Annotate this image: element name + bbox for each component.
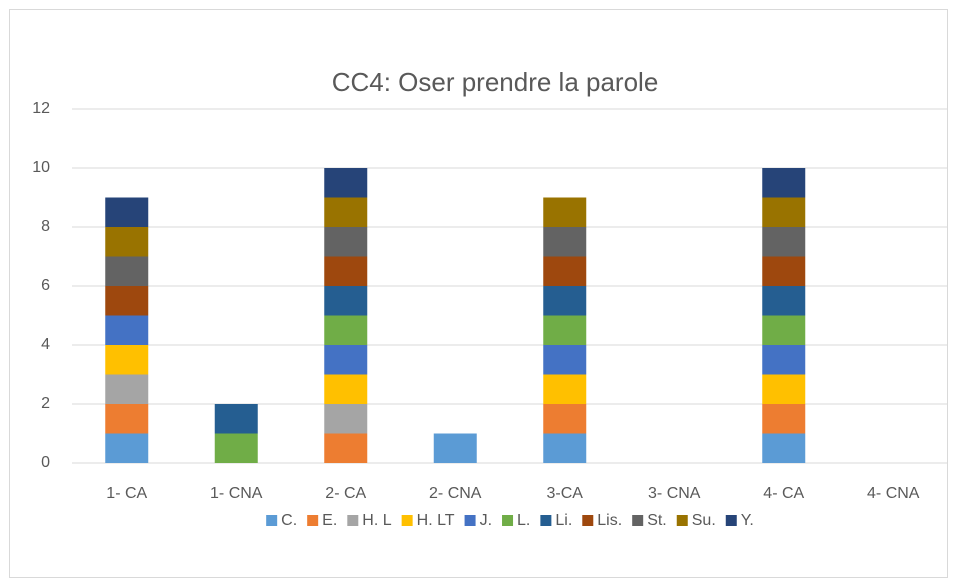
bar-segment [543, 345, 587, 375]
x-tick-label: 3-CA [547, 485, 584, 502]
bar-segment [324, 286, 368, 316]
y-tick-label: 4 [41, 336, 50, 353]
x-tick-label: 4- CA [763, 485, 804, 502]
bar-segment [762, 286, 806, 316]
y-tick-label: 12 [32, 100, 50, 117]
x-tick-label: 1- CNA [210, 485, 263, 502]
bar-segment [543, 433, 587, 463]
legend-swatch [347, 515, 359, 526]
bar-segment [324, 345, 368, 375]
bar-segment [762, 315, 806, 345]
legend-label: Lis. [597, 512, 622, 529]
bar-segment [214, 404, 258, 434]
bar-segment [543, 315, 587, 345]
legend-swatch [307, 515, 319, 526]
bar-segment [324, 433, 368, 463]
y-tick-label: 6 [41, 277, 50, 294]
bar-segment [324, 374, 368, 404]
legend-swatch [582, 515, 594, 526]
legend-label: C. [281, 512, 297, 529]
legend-swatch [266, 515, 278, 526]
bar-segment [105, 227, 149, 257]
x-tick-label: 1- CA [106, 485, 147, 502]
bar-segment [105, 404, 149, 434]
legend-swatch [540, 515, 552, 526]
chart-title: CC4: Oser prendre la parole [332, 67, 659, 97]
bar-segment [105, 315, 149, 345]
bar-segment [543, 374, 587, 404]
bar-segment [762, 256, 806, 286]
bar-segment [105, 374, 149, 404]
legend-swatch [632, 515, 644, 526]
bar-segment [105, 345, 149, 375]
legend-swatch [502, 515, 514, 526]
bar-segment [324, 404, 368, 434]
bar-segment [762, 197, 806, 227]
bar-segment [214, 433, 258, 463]
legend-swatch [401, 515, 413, 526]
y-tick-label: 2 [41, 395, 50, 412]
x-tick-label: 3- CNA [648, 485, 701, 502]
bar-segment [433, 433, 477, 463]
bar-segment [762, 345, 806, 375]
legend-label: Y. [741, 512, 754, 529]
bar-segment [324, 315, 368, 345]
bar-segment [762, 404, 806, 434]
bar-segment [324, 256, 368, 286]
bar-segment [762, 374, 806, 404]
bar-segment [324, 197, 368, 227]
y-tick-label: 10 [32, 159, 50, 176]
bar-segment [105, 433, 149, 463]
bar-segment [105, 286, 149, 316]
legend-label: St. [647, 512, 667, 529]
x-tick-label: 2- CA [325, 485, 366, 502]
bar-segment [324, 227, 368, 257]
bar-segment [105, 256, 149, 286]
bar-segment [762, 227, 806, 257]
legend-label: H. L [362, 512, 391, 529]
bar-segment [543, 404, 587, 434]
y-tick-label: 8 [41, 218, 50, 235]
bar-segment [543, 227, 587, 257]
bar-segment [543, 256, 587, 286]
x-tick-label: 2- CNA [429, 485, 482, 502]
legend-swatch [464, 515, 476, 526]
legend-label: E. [322, 512, 337, 529]
legend-label: Su. [692, 512, 716, 529]
bar-segment [762, 168, 806, 198]
bar-segment [543, 197, 587, 227]
bar-segment [324, 168, 368, 198]
bar-segment [105, 197, 149, 227]
legend-swatch [725, 515, 737, 526]
legend-swatch [676, 515, 688, 526]
bar-segment [543, 286, 587, 316]
legend-label: L. [517, 512, 530, 529]
y-tick-label: 0 [41, 454, 50, 471]
bar-segment [762, 433, 806, 463]
legend-label: Li. [555, 512, 572, 529]
x-tick-label: 4- CNA [867, 485, 920, 502]
legend-label: J. [480, 512, 492, 529]
legend-label: H. LT [417, 512, 455, 529]
